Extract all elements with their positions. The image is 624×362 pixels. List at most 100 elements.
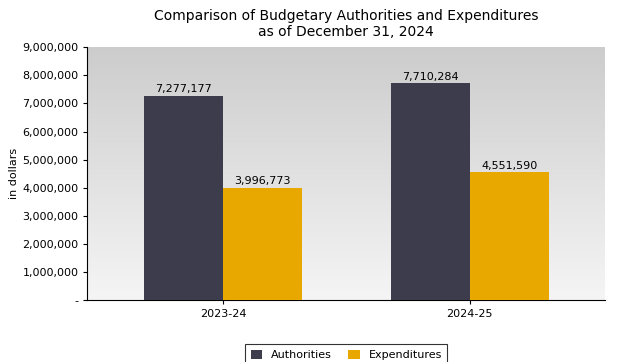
Bar xyxy=(87,167,605,169)
Bar xyxy=(87,91,605,93)
Bar xyxy=(87,186,605,188)
Bar xyxy=(87,198,605,199)
Bar xyxy=(87,250,605,251)
Bar xyxy=(87,288,605,289)
Bar xyxy=(87,88,605,89)
Bar xyxy=(87,163,605,164)
Bar xyxy=(87,111,605,113)
Legend: Authorities, Expenditures: Authorities, Expenditures xyxy=(245,344,447,362)
Text: 7,277,177: 7,277,177 xyxy=(155,84,212,94)
Bar xyxy=(87,278,605,279)
Bar xyxy=(87,199,605,201)
Bar xyxy=(87,221,605,222)
Bar xyxy=(87,246,605,247)
Bar xyxy=(87,228,605,230)
Bar xyxy=(87,135,605,136)
Bar xyxy=(87,81,605,83)
Bar xyxy=(87,47,605,49)
Bar xyxy=(87,185,605,186)
Bar xyxy=(87,130,605,131)
Bar xyxy=(87,226,605,227)
Bar xyxy=(87,104,605,105)
Bar xyxy=(87,107,605,108)
Bar xyxy=(87,191,605,193)
Bar xyxy=(87,141,605,142)
Bar xyxy=(87,222,605,223)
Bar xyxy=(87,150,605,151)
Bar xyxy=(87,101,605,103)
Bar xyxy=(87,219,605,221)
Bar xyxy=(87,70,605,71)
Bar xyxy=(87,277,605,278)
Bar xyxy=(87,201,605,202)
Bar xyxy=(87,216,605,217)
Bar xyxy=(87,151,605,152)
Bar xyxy=(87,293,605,294)
Bar xyxy=(87,297,605,298)
Bar xyxy=(87,143,605,145)
Bar xyxy=(87,282,605,283)
Bar xyxy=(87,171,605,173)
Bar xyxy=(87,264,605,265)
Bar xyxy=(87,294,605,295)
Bar xyxy=(87,100,605,101)
Bar xyxy=(87,180,605,181)
Bar xyxy=(87,153,605,155)
Bar xyxy=(87,93,605,94)
Bar xyxy=(87,69,605,70)
Bar xyxy=(87,90,605,92)
Bar xyxy=(87,148,605,150)
Bar xyxy=(87,227,605,228)
Bar xyxy=(87,218,605,219)
Y-axis label: in dollars: in dollars xyxy=(9,148,19,199)
Bar xyxy=(87,152,605,153)
Bar xyxy=(87,80,605,81)
Bar xyxy=(87,233,605,235)
Text: 4,551,590: 4,551,590 xyxy=(481,161,537,171)
Bar xyxy=(87,260,605,261)
Bar xyxy=(87,114,605,115)
Bar xyxy=(87,61,605,62)
Bar xyxy=(87,56,605,57)
Bar xyxy=(87,97,605,98)
Bar xyxy=(87,138,605,139)
Bar xyxy=(87,173,605,174)
Bar xyxy=(87,230,605,231)
Text: 7,710,284: 7,710,284 xyxy=(402,72,459,82)
Bar xyxy=(87,261,605,262)
Bar xyxy=(87,178,605,179)
Bar xyxy=(87,142,605,143)
Bar xyxy=(87,270,605,272)
Bar xyxy=(87,121,605,122)
Bar xyxy=(87,115,605,117)
Bar xyxy=(87,72,605,74)
Bar xyxy=(87,240,605,241)
Bar xyxy=(87,62,605,64)
Bar xyxy=(87,71,605,72)
Bar xyxy=(87,165,605,166)
Bar xyxy=(87,118,605,119)
Bar xyxy=(87,55,605,56)
Bar xyxy=(87,235,605,236)
Bar xyxy=(87,224,605,226)
Bar xyxy=(87,161,605,163)
Bar xyxy=(87,257,605,258)
Bar xyxy=(87,189,605,190)
Bar xyxy=(87,252,605,253)
Bar xyxy=(87,133,605,135)
Bar xyxy=(87,190,605,191)
Bar xyxy=(87,287,605,288)
Bar xyxy=(87,159,605,160)
Bar xyxy=(87,273,605,274)
Bar xyxy=(87,266,605,268)
Text: 3,996,773: 3,996,773 xyxy=(234,176,291,186)
Bar xyxy=(87,123,605,125)
Bar xyxy=(87,251,605,252)
Bar xyxy=(87,231,605,232)
Bar xyxy=(223,188,302,300)
Bar xyxy=(87,113,605,114)
Bar xyxy=(87,247,605,249)
Bar xyxy=(87,49,605,50)
Bar xyxy=(87,164,605,165)
Bar xyxy=(87,280,605,282)
